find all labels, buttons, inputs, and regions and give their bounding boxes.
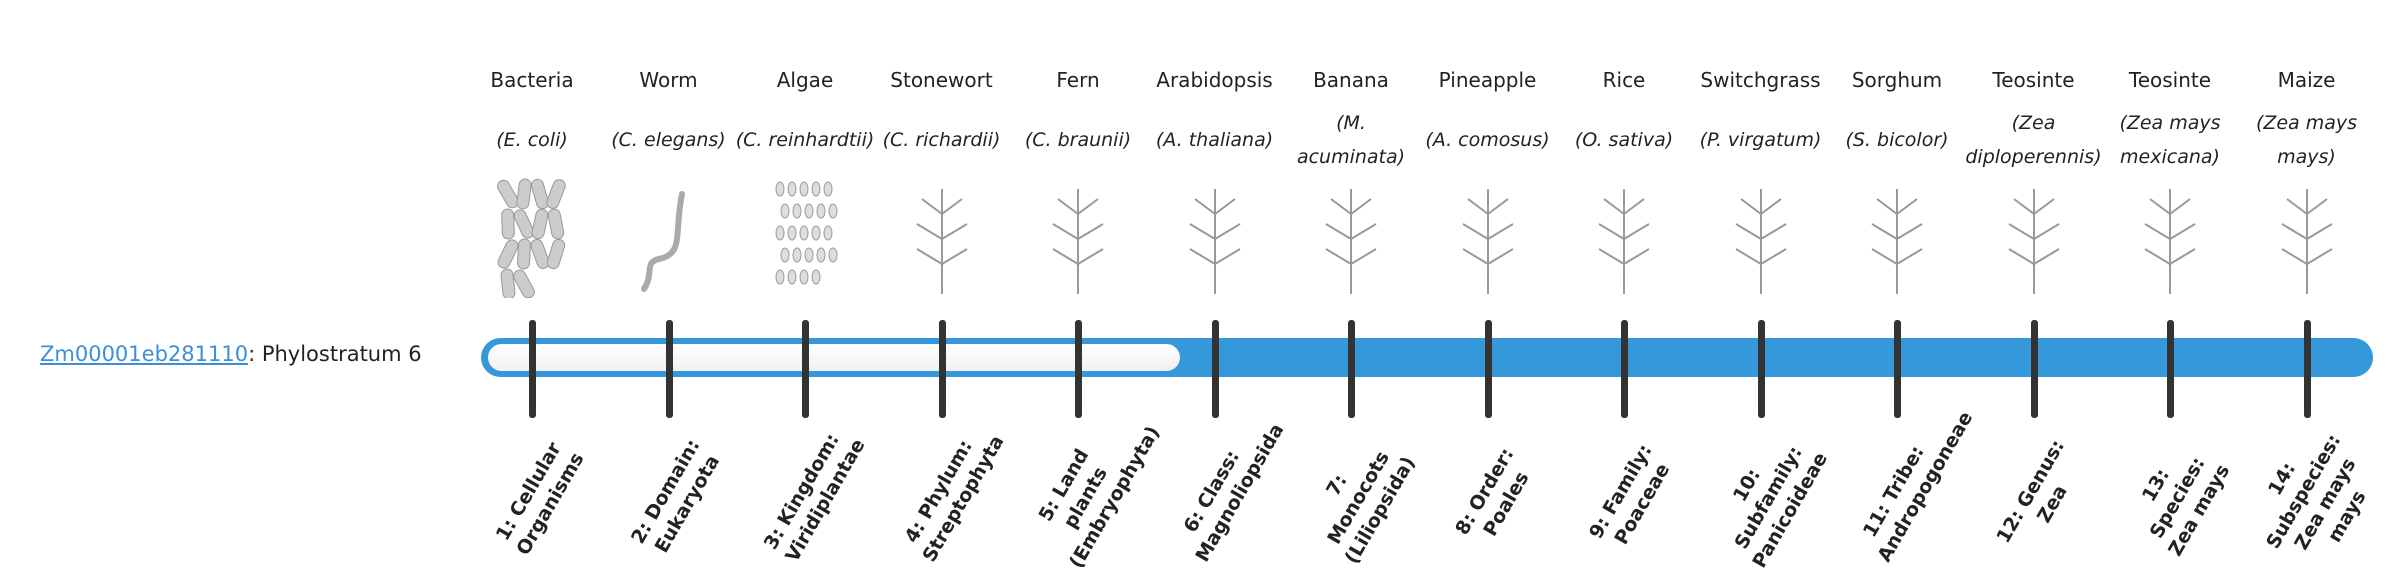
stratum-label: 2: Domain: Eukaryota — [626, 435, 724, 557]
organism-scientific-name: (M. acuminata) — [1296, 112, 1406, 168]
organism-common-name: Arabidopsis — [1156, 68, 1273, 92]
organism-common-name: Bacteria — [490, 68, 574, 92]
organism-illustration — [1827, 174, 1967, 298]
organism-scientific-name: (A. comosus) — [1425, 129, 1550, 151]
organism-common-name: Pineapple — [1438, 68, 1537, 92]
banana-icon — [1325, 189, 1377, 294]
organism-scientific-name: (Zea diploperennis) — [1965, 112, 2102, 168]
stratum-label: 8: Order: Poales — [1450, 444, 1534, 541]
organism-common-name: Worm — [639, 68, 698, 92]
teosinte-icon — [2144, 189, 2196, 294]
maize-icon — [2280, 189, 2333, 294]
organism-scientific-name: (C. reinhardtii) — [735, 129, 875, 151]
organism-scientific-name: (Zea mays mays) — [2255, 112, 2358, 168]
organism-scientific-name: (E. coli) — [496, 129, 568, 151]
stratum-tick — [1075, 320, 1082, 418]
stratum-tick — [1348, 320, 1355, 418]
organism-common-name: Banana — [1313, 68, 1389, 92]
stratum-tick — [802, 320, 809, 418]
stratum-label: 9: Family: Poaceae — [1584, 440, 1675, 549]
stratum-tick — [2303, 320, 2311, 418]
pineapple-icon — [1461, 189, 1514, 294]
stratum-label: 5: Land plants (Embryophyta) — [1034, 422, 1165, 573]
organism-illustration — [1145, 174, 1285, 298]
organism-common-name: Algae — [776, 68, 834, 92]
organism-scientific-name: (O. sativa) — [1574, 129, 1674, 151]
stratum-label: 12: Genus: Zea — [1991, 436, 2072, 547]
stratum-label: 3: Kingdom: Viridiplantae — [759, 429, 870, 566]
stratum-label: 11: Tribe: Andropogoneae — [1858, 407, 1978, 566]
organism-illustration — [1964, 174, 2104, 298]
organism-scientific-name: (C. richardii) — [882, 129, 1001, 151]
organism-illustration — [2100, 174, 2240, 298]
organism-common-name: Fern — [1056, 68, 1100, 92]
stratum-tick — [2030, 320, 2038, 418]
stratum-tick — [2167, 320, 2174, 418]
organism-illustration — [1281, 174, 1421, 298]
stratum-label: 10: Subfamily: Panicoideae — [1728, 442, 1832, 572]
switchgrass-icon — [1734, 189, 1787, 294]
organism-scientific-name: (C. elegans) — [611, 129, 726, 151]
stratum-label: 14: Subspecies: Zea mays mays — [2261, 430, 2370, 554]
stratum-label: 4: Phylum: Streptophyta — [900, 431, 1009, 566]
organism-illustration — [462, 174, 602, 300]
organism-common-name: Maize — [2277, 68, 2336, 92]
organism-common-name: Sorghum — [1851, 68, 1943, 92]
organism-common-name: Rice — [1602, 68, 1646, 92]
teosinte-icon — [2007, 189, 2060, 294]
organism-common-name: Teosinte — [2128, 68, 2212, 92]
stonewort-icon — [915, 189, 968, 294]
gene-id-link[interactable]: Zm00001eb281110 — [40, 342, 249, 366]
bar-empty-region — [488, 344, 1180, 371]
stratum-label: 13: Species: Zea mays — [2137, 453, 2235, 560]
arabidopsis-icon — [1188, 189, 1241, 294]
gene-label: Zm00001eb281110: Phylostratum 6 — [40, 342, 422, 366]
stratum-tick — [1894, 320, 1901, 418]
stratum-label: 7: Monocots (Liliopsida) — [1322, 447, 1420, 568]
stratum-label: 1: Cellular Organisms — [491, 438, 589, 560]
organism-illustration — [872, 174, 1012, 298]
organism-scientific-name: (A. thaliana) — [1155, 129, 1274, 151]
rice-icon — [1598, 189, 1650, 294]
organism-illustration — [2237, 174, 2377, 298]
algae-icon — [775, 181, 838, 285]
organism-common-name: Stonewort — [890, 68, 993, 92]
stratum-tick — [1211, 320, 1219, 418]
organism-scientific-name: (Zea mays mexicana) — [2119, 112, 2221, 168]
sorghum-icon — [1871, 189, 1923, 294]
stratum-tick — [938, 320, 946, 418]
phylostratum-bar — [481, 338, 2373, 377]
organism-common-name: Teosinte — [1992, 68, 2075, 92]
stratum-tick — [1621, 320, 1628, 418]
organism-illustration — [1418, 174, 1558, 298]
organism-common-name: Switchgrass — [1700, 68, 1821, 92]
stratum-tick — [1484, 320, 1492, 418]
organism-illustration — [599, 174, 739, 298]
organism-illustration — [1008, 174, 1148, 298]
organism-scientific-name: (P. virgatum) — [1699, 129, 1822, 151]
organism-illustration — [1691, 174, 1831, 298]
bacteria-icon — [497, 178, 566, 300]
organism-scientific-name: (C. braunii) — [1024, 129, 1132, 151]
phylostratum-text: : Phylostratum 6 — [248, 342, 422, 366]
stratum-label: 6: Class: Magnoliopsida — [1178, 419, 1288, 566]
organism-scientific-name: (S. bicolor) — [1845, 129, 1949, 151]
organism-illustration — [735, 174, 875, 298]
stratum-tick — [529, 320, 536, 418]
stratum-tick — [1757, 320, 1765, 418]
stratum-tick — [665, 320, 673, 418]
worm-icon — [640, 191, 685, 292]
organism-illustration — [1554, 174, 1694, 298]
fern-icon — [1052, 189, 1104, 294]
